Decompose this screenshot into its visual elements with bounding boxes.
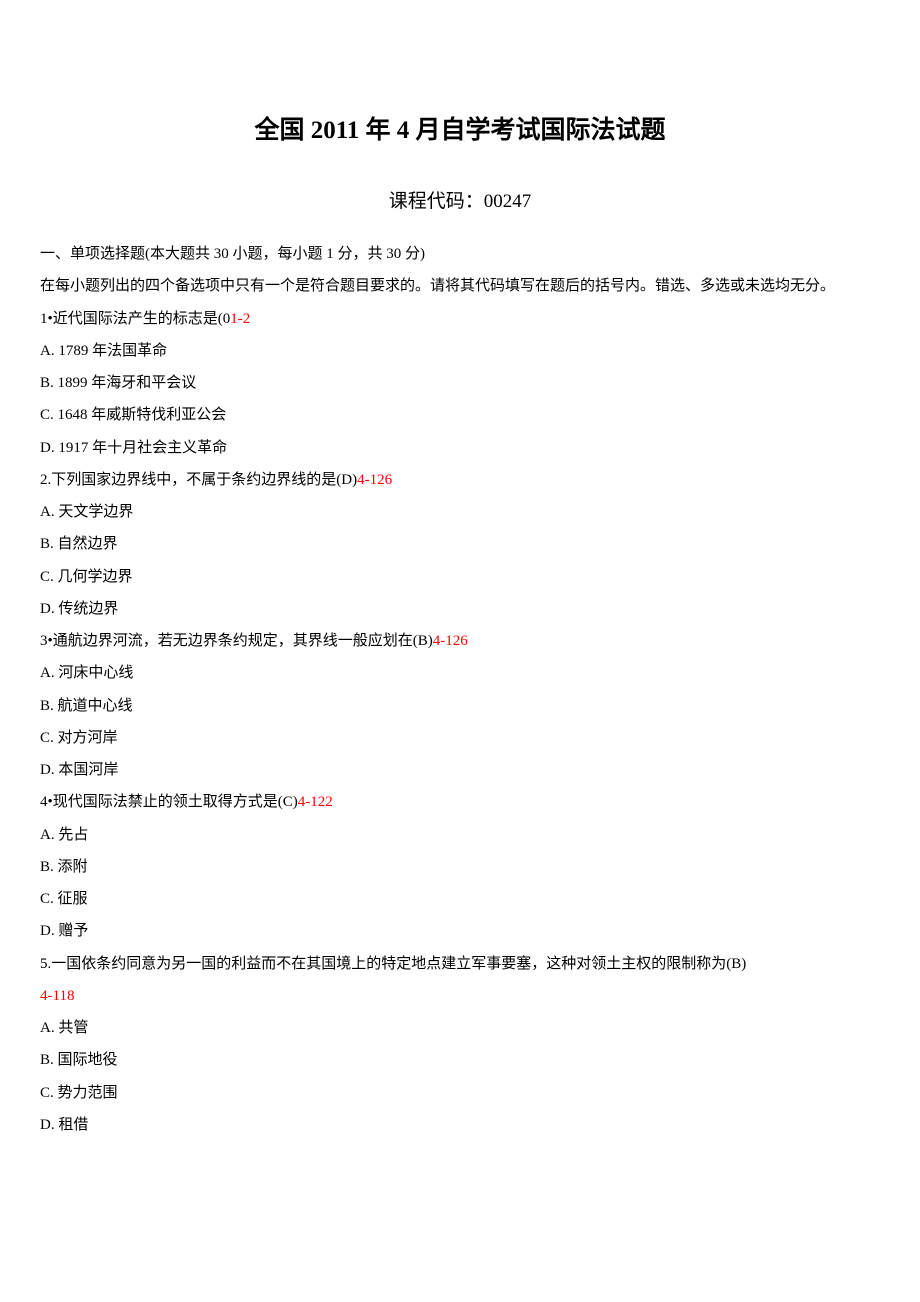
question-2: 2.下列国家边界线中，不属于条约边界线的是(D)4-126 A. 天文学边界 B… [40, 464, 880, 625]
question-stem: 5.一国依条约同意为另一国的利益而不在其国境上的特定地点建立军事要塞，这种对领土… [40, 948, 880, 980]
option-a: A. 共管 [40, 1012, 880, 1044]
stem-ref: 4-126 [433, 633, 468, 649]
stem-text: 3•通航边界河流，若无边界条约规定，其界线一般应划在(B) [40, 633, 433, 649]
stem-ref: 4-122 [298, 794, 333, 810]
question-3: 3•通航边界河流，若无边界条约规定，其界线一般应划在(B)4-126 A. 河床… [40, 625, 880, 786]
option-c: C. 征服 [40, 883, 880, 915]
option-d: D. 1917 年十月社会主义革命 [40, 432, 880, 464]
option-b: B. 国际地役 [40, 1044, 880, 1076]
question-stem: 4•现代国际法禁止的领土取得方式是(C)4-122 [40, 786, 880, 818]
question-4: 4•现代国际法禁止的领土取得方式是(C)4-122 A. 先占 B. 添附 C.… [40, 786, 880, 947]
question-5: 5.一国依条约同意为另一国的利益而不在其国境上的特定地点建立军事要塞，这种对领土… [40, 948, 880, 1142]
question-stem: 3•通航边界河流，若无边界条约规定，其界线一般应划在(B)4-126 [40, 625, 880, 657]
stem-text: 1•近代国际法产生的标志是(0 [40, 311, 230, 327]
option-a: A. 先占 [40, 819, 880, 851]
question-1: 1•近代国际法产生的标志是(01-2 A. 1789 年法国革命 B. 1899… [40, 303, 880, 464]
section-intro-1: 一、单项选择题(本大题共 30 小题，每小题 1 分，共 30 分) [40, 246, 425, 262]
option-c: C. 1648 年威斯特伐利亚公会 [40, 399, 880, 431]
stem-ref: 1-2 [230, 311, 250, 327]
stem-ref: 4-118 [40, 980, 880, 1012]
option-c: C. 势力范围 [40, 1077, 880, 1109]
question-stem: 2.下列国家边界线中，不属于条约边界线的是(D)4-126 [40, 464, 880, 496]
option-d: D. 租借 [40, 1109, 880, 1141]
option-a: A. 1789 年法国革命 [40, 335, 880, 367]
option-b: B. 添附 [40, 851, 880, 883]
section-intro-2: 在每小题列出的四个备选项中只有一个是符合题目要求的。请将其代码填写在题后的括号内… [40, 278, 835, 294]
option-b: B. 自然边界 [40, 528, 880, 560]
stem-ref: 4-126 [357, 472, 392, 488]
section-instructions: 一、单项选择题(本大题共 30 小题，每小题 1 分，共 30 分) 在每小题列… [40, 238, 880, 303]
option-d: D. 赠予 [40, 915, 880, 947]
option-d: D. 本国河岸 [40, 754, 880, 786]
option-a: A. 天文学边界 [40, 496, 880, 528]
option-b: B. 航道中心线 [40, 690, 880, 722]
option-c: C. 几何学边界 [40, 561, 880, 593]
stem-text: 5.一国依条约同意为另一国的利益而不在其国境上的特定地点建立军事要塞，这种对领土… [40, 956, 746, 972]
option-c: C. 对方河岸 [40, 722, 880, 754]
course-code: 课程代码：00247 [40, 186, 880, 213]
option-b: B. 1899 年海牙和平会议 [40, 367, 880, 399]
page-title: 全国 2011 年 4 月自学考试国际法试题 [40, 110, 880, 146]
stem-text: 2.下列国家边界线中，不属于条约边界线的是(D) [40, 472, 357, 488]
stem-text: 4•现代国际法禁止的领土取得方式是(C) [40, 794, 298, 810]
option-a: A. 河床中心线 [40, 657, 880, 689]
question-stem: 1•近代国际法产生的标志是(01-2 [40, 303, 880, 335]
option-d: D. 传统边界 [40, 593, 880, 625]
